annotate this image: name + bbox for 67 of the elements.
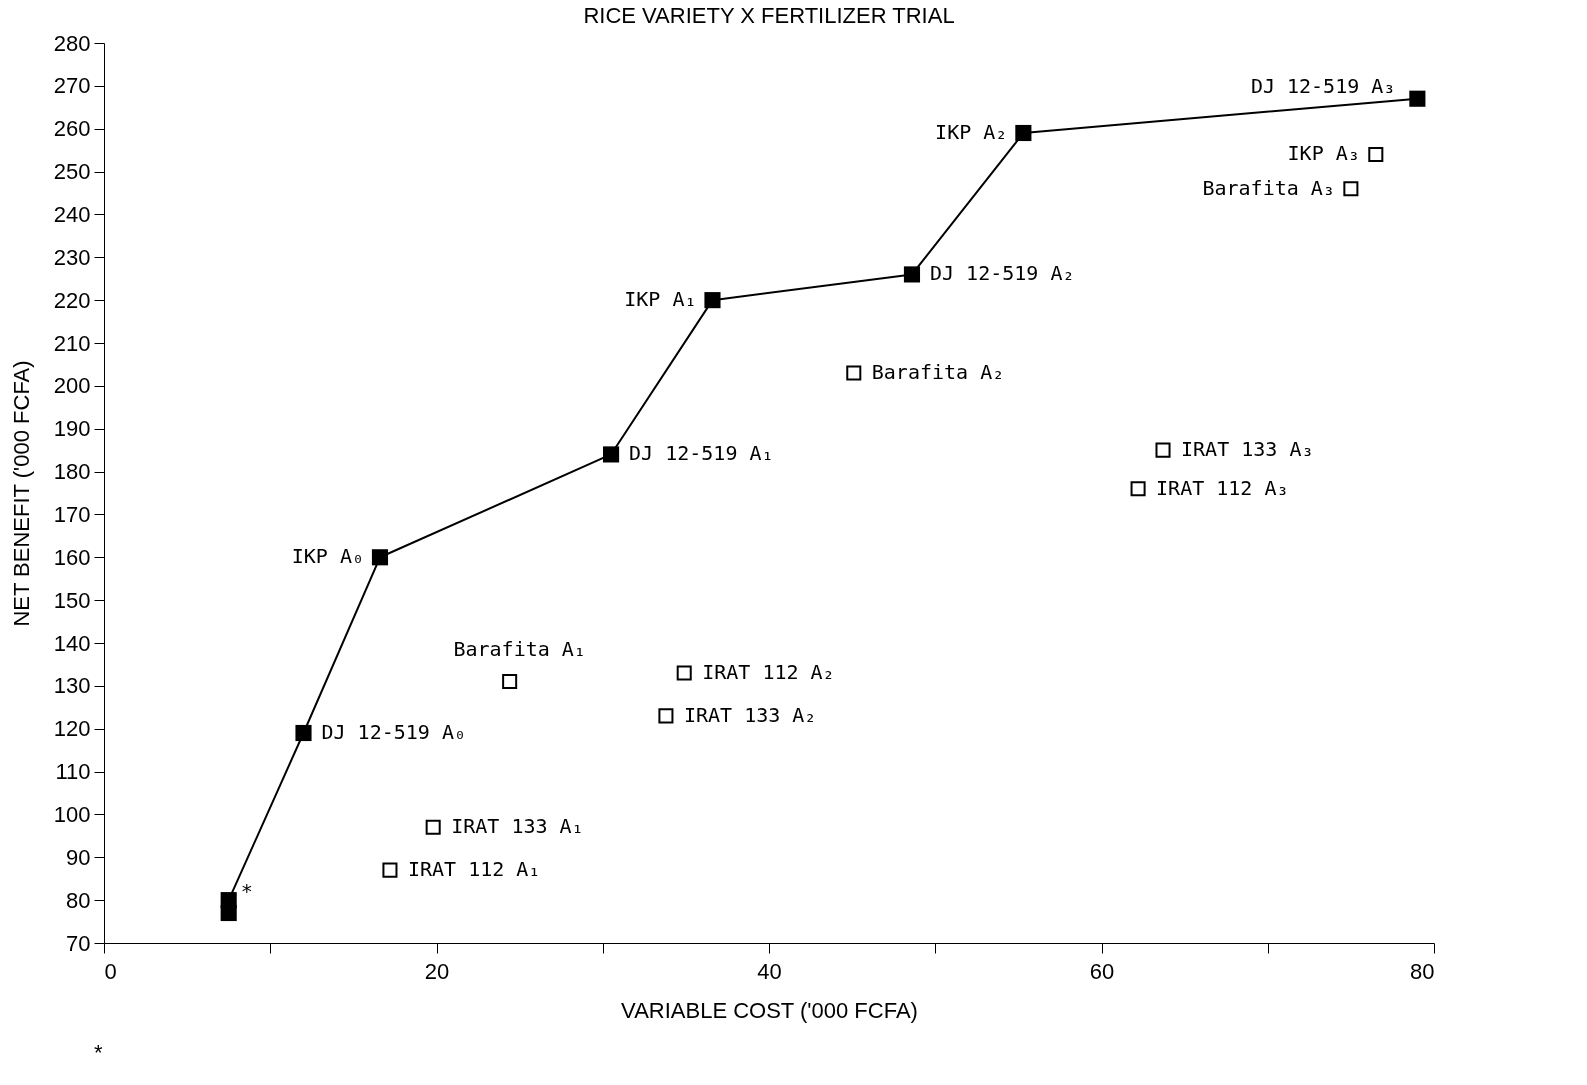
y-tick-label: 160 [53, 544, 91, 570]
y-tick-label: 180 [53, 459, 91, 485]
annotation: DJ 12-519 A₃ [1250, 73, 1396, 98]
point [425, 819, 441, 835]
y-tick-label: 220 [53, 287, 91, 313]
y-tick-label: 280 [53, 30, 91, 56]
x-tick-label: 20 [424, 958, 450, 984]
y-tick-label: 110 [55, 759, 91, 785]
annotation: IKP A₀ [291, 544, 364, 569]
point [603, 446, 620, 463]
point [1368, 146, 1384, 162]
point [1015, 124, 1032, 142]
point [704, 292, 721, 309]
y-tick-label: 140 [53, 630, 91, 656]
x-axis-title: VARIABLE COST ('000 FCFA) [621, 997, 918, 1023]
y-tick-label: 270 [53, 73, 91, 99]
x-tick-label: 0 [104, 958, 117, 984]
y-tick-label: 90 [66, 844, 91, 870]
y-tick-label: 120 [53, 716, 91, 742]
annotation: DJ 12-519 A₁ [629, 441, 774, 466]
x-tick-label: 60 [1089, 958, 1115, 984]
annotation: Barafita A₁ [453, 636, 586, 661]
y-tick-label: 230 [53, 244, 91, 270]
point [1409, 90, 1426, 107]
annotation: IRAT 112 A₂ [702, 660, 835, 684]
point [382, 862, 398, 878]
y-tick-label: 150 [53, 587, 91, 613]
y-tick-label: 100 [53, 801, 91, 827]
annotation: IRAT 133 A₁ [451, 814, 584, 839]
annotation: IKP A₃ [1287, 141, 1360, 166]
point [676, 665, 692, 681]
point [1155, 442, 1171, 458]
y-tick-label: 170 [53, 501, 91, 527]
annotation: IKP A₂ [935, 120, 1008, 144]
point [1130, 481, 1146, 497]
y-tick-label: 70 [66, 930, 91, 956]
point [1343, 181, 1359, 197]
annotation: IRAT 112 A₃ [1156, 475, 1289, 500]
y-tick-label: 80 [66, 887, 91, 913]
y-axis-title: NET BENEFIT ('000 FCFA) [8, 360, 34, 627]
y-tick-label: 200 [53, 373, 91, 399]
point [502, 674, 518, 690]
x-tick-label: 80 [1410, 958, 1435, 984]
annotation: IKP A₁ [624, 287, 697, 312]
y-tick-label: 190 [53, 416, 91, 442]
point [295, 724, 312, 742]
annotation: IRAT 133 A₂ [683, 702, 817, 727]
point [658, 708, 674, 724]
annotation: * [240, 879, 253, 904]
point [220, 892, 237, 909]
chart-title: RICE VARIETY X FERTILIZER TRIAL [583, 3, 955, 28]
point [846, 365, 862, 381]
annotation: DJ 12-519 A₀ [321, 720, 466, 744]
annotation: Barafita A₃ [1202, 175, 1335, 200]
y-tick-label: 250 [53, 159, 91, 185]
text: * [94, 1040, 103, 1065]
annotation: IRAT 112 A₁ [407, 857, 541, 882]
y-tick-label: 210 [53, 330, 91, 356]
point [371, 549, 389, 566]
annotation: DJ 12-519 A₂ [929, 261, 1075, 286]
point [903, 266, 921, 283]
annotation: Barafita A₂ [871, 360, 1005, 384]
x-tick-label: 40 [757, 958, 782, 984]
y-tick-label: 240 [53, 201, 91, 227]
y-tick-label: 130 [53, 673, 91, 699]
y-tick-label: 260 [53, 116, 91, 142]
annotation: IRAT 133 A₃ [1181, 437, 1314, 462]
